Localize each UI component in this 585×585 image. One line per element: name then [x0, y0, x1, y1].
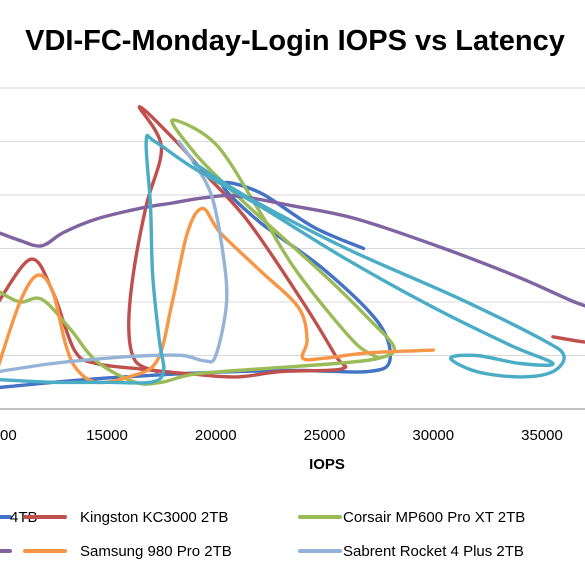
chart-title: VDI-FC-Monday-Login IOPS vs Latency — [25, 25, 565, 57]
plot-series — [0, 105, 585, 390]
x-tick-label: 20000 — [195, 427, 237, 444]
series-line-7 — [0, 133, 566, 385]
x-tick-label: 35000 — [521, 427, 563, 444]
series-line-8 — [551, 335, 585, 344]
series-line-6 — [0, 139, 229, 374]
legend-label-2: Kingston KC3000 2TB — [80, 509, 228, 526]
x-tick-label: 25000 — [304, 427, 346, 444]
legend: 4TB Kingston KC3000 2TB Corsair MP600 Pro … — [0, 509, 525, 560]
x-tick-label: 15000 — [86, 427, 128, 444]
series-line-3 — [0, 118, 397, 386]
legend-label-5: Samsung 980 Pro 2TB — [80, 543, 232, 560]
x-tick-labels: 15000 20000 25000 30000 35000 — [86, 427, 563, 444]
legend-label-3: Corsair MP600 Pro XT 2TB — [343, 509, 525, 526]
x-tick-label-partial: 00 — [0, 427, 17, 444]
x-tick-label: 30000 — [412, 427, 454, 444]
series-line-5 — [0, 206, 435, 385]
legend-label-6: Sabrent Rocket 4 Plus 2TB — [343, 543, 524, 560]
x-axis-title: IOPS — [309, 456, 345, 473]
